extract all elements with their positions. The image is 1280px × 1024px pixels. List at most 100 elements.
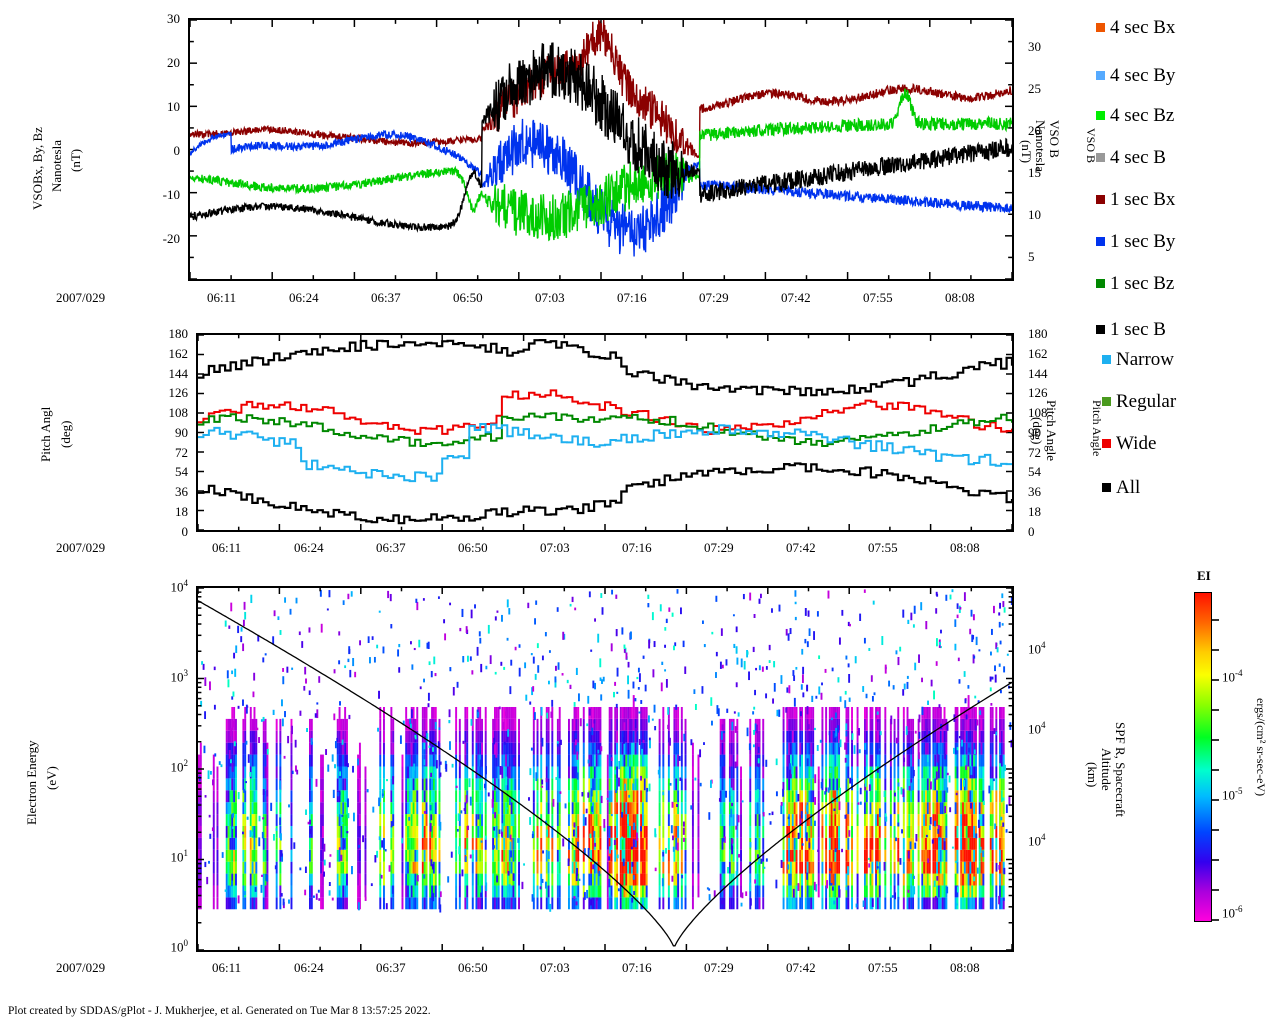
panel2-left-axis-ticks: 180 162 144 126 108 90 72 54 36 18 0 <box>130 326 196 539</box>
tick-label: 101 <box>170 848 189 865</box>
legend-item[interactable]: 4 sec Bz <box>1096 106 1174 125</box>
legend-item[interactable]: All <box>1102 478 1140 497</box>
time-tick-label: 08:08 <box>945 290 975 305</box>
tick-label: 72 <box>175 445 188 460</box>
legend-item[interactable]: 1 sec By <box>1096 232 1175 251</box>
legend-swatch <box>1096 111 1105 120</box>
time-tick-label: 07:42 <box>786 960 816 975</box>
panel3-time-axis: 06:11 06:24 06:37 06:50 07:03 07:16 07:2… <box>196 960 1014 980</box>
legend-label: 4 sec Bx <box>1110 17 1176 38</box>
colorbar-tick-label: 10-6 <box>1222 904 1243 921</box>
tick-label: 10 <box>167 99 180 114</box>
axis-title-line: Nanotesla <box>1033 120 1048 172</box>
panel-spectrogram-plot <box>198 588 1012 950</box>
legend-item[interactable]: 1 sec B <box>1096 320 1166 339</box>
time-tick-label: 07:29 <box>699 290 729 305</box>
legend-item[interactable]: 1 sec Bx <box>1096 190 1175 209</box>
tick-label: 30 <box>1028 39 1041 54</box>
tick-label: 104 <box>1028 832 1046 849</box>
tick-label: 162 <box>168 346 189 361</box>
tick-label: 0 <box>181 524 189 539</box>
tick-label: 10 <box>1028 207 1041 222</box>
time-tick-label: 07:42 <box>786 540 816 555</box>
axis-title-line: (nT) <box>68 148 83 172</box>
time-tick-label: 06:11 <box>207 290 237 305</box>
panel-magnetic-field-plot <box>190 20 1012 279</box>
tick-label: 72 <box>1028 445 1041 460</box>
colorbar-tick-label: 10-4 <box>1222 668 1243 685</box>
time-tick-label: 06:37 <box>376 540 406 555</box>
legend-swatch <box>1096 237 1105 246</box>
tick-label: 104 <box>170 578 189 595</box>
legend-swatch <box>1102 397 1111 406</box>
tick-label: 104 <box>1028 640 1046 657</box>
colorbar-gradient <box>1194 592 1212 922</box>
axis-title-line: (km) <box>1085 762 1100 788</box>
time-tick-label: 07:03 <box>535 290 565 305</box>
tick-label: 18 <box>175 504 188 519</box>
panel2-time-axis: 06:11 06:24 06:37 06:50 07:03 07:16 07:2… <box>196 540 1014 560</box>
legend-label: 1 sec Bz <box>1110 273 1175 294</box>
axis-title-line: Pitch Angl <box>38 406 53 462</box>
legend-item[interactable]: 4 sec Bx <box>1096 18 1175 37</box>
legend-item[interactable]: 4 sec B <box>1096 148 1166 167</box>
tick-label: 30 <box>167 11 180 26</box>
panel-pitch-angle-frame <box>196 333 1014 532</box>
axis-title-line: (nT) <box>1019 140 1034 164</box>
footer-credit: Plot created by SDDAS/gPlot - J. Mukherj… <box>8 1005 431 1017</box>
legend-item[interactable]: 4 sec By <box>1096 66 1175 85</box>
legend-swatch <box>1096 195 1105 204</box>
legend-swatch <box>1096 325 1105 334</box>
colorbar: EI 10-4 10-5 10-6 ergs/(cm² sr-sec-eV) <box>1190 568 1280 948</box>
panel3-left-axis-ticks: 104 103 102 101 100 <box>130 578 196 954</box>
axis-title-line: (deg) <box>1030 417 1045 445</box>
legend-label: 1 sec By <box>1110 231 1176 252</box>
tick-label: 126 <box>1028 385 1048 400</box>
tick-label: 20 <box>1028 123 1041 138</box>
tick-label: 162 <box>1028 346 1048 361</box>
tick-label: -10 <box>162 187 180 202</box>
axis-title-line: Pitch Angle <box>1044 400 1059 462</box>
time-tick-label: 06:11 <box>212 960 242 975</box>
panel1-time-axis: 06:11 06:24 06:37 06:50 07:03 07:16 07:2… <box>188 290 1014 310</box>
axis-title-line: SPF R, Spacecraft <box>1113 722 1128 817</box>
legend-label: 4 sec Bz <box>1110 105 1175 126</box>
tick-label: 25 <box>1028 81 1041 96</box>
time-tick-label: 06:24 <box>294 960 324 975</box>
time-tick-label: 08:08 <box>950 540 980 555</box>
tick-label: 108 <box>1028 405 1048 420</box>
tick-label: 102 <box>170 758 189 775</box>
legend-swatch <box>1096 71 1105 80</box>
colorbar-title: EI <box>1197 568 1211 583</box>
legend-item[interactable]: Regular <box>1102 392 1176 411</box>
time-tick-label: 06:11 <box>212 540 242 555</box>
time-tick-label: 07:55 <box>868 540 898 555</box>
axis-title-line: Nanotesla <box>49 140 64 192</box>
legend-swatch <box>1102 439 1111 448</box>
time-tick-label: 06:37 <box>376 960 406 975</box>
legend-item[interactable]: 1 sec Bz <box>1096 274 1174 293</box>
legend-item[interactable]: Narrow <box>1102 350 1174 369</box>
legend-item[interactable]: Wide <box>1102 434 1156 453</box>
time-tick-label: 07:03 <box>540 540 570 555</box>
time-tick-label: 07:03 <box>540 960 570 975</box>
legend-swatch <box>1102 483 1111 492</box>
time-tick-label: 07:29 <box>704 960 734 975</box>
legend-swatch <box>1102 355 1111 364</box>
time-tick-label: 07:55 <box>868 960 898 975</box>
time-tick-label: 07:16 <box>617 290 647 305</box>
time-tick-label: 07:16 <box>622 960 652 975</box>
tick-label: 54 <box>1028 464 1041 479</box>
tick-label: 0 <box>173 143 181 158</box>
panel2-date-label: 2007/029 <box>56 540 106 555</box>
legend-swatch <box>1096 153 1105 162</box>
tick-label: 36 <box>175 484 188 499</box>
tick-label: 90 <box>175 425 188 440</box>
axis-title-line: (eV) <box>44 766 59 790</box>
tick-label: 126 <box>168 385 189 400</box>
axis-title-line: Electron Energy <box>24 740 39 825</box>
colorbar-unit-label: ergs/(cm² sr-sec-eV) <box>1254 698 1268 797</box>
legend: 4 sec Bx 4 sec By 4 sec Bz 4 sec B 1 sec… <box>1084 0 1280 520</box>
tick-label: 180 <box>168 326 189 341</box>
axis-title-line: (deg) <box>58 420 73 448</box>
